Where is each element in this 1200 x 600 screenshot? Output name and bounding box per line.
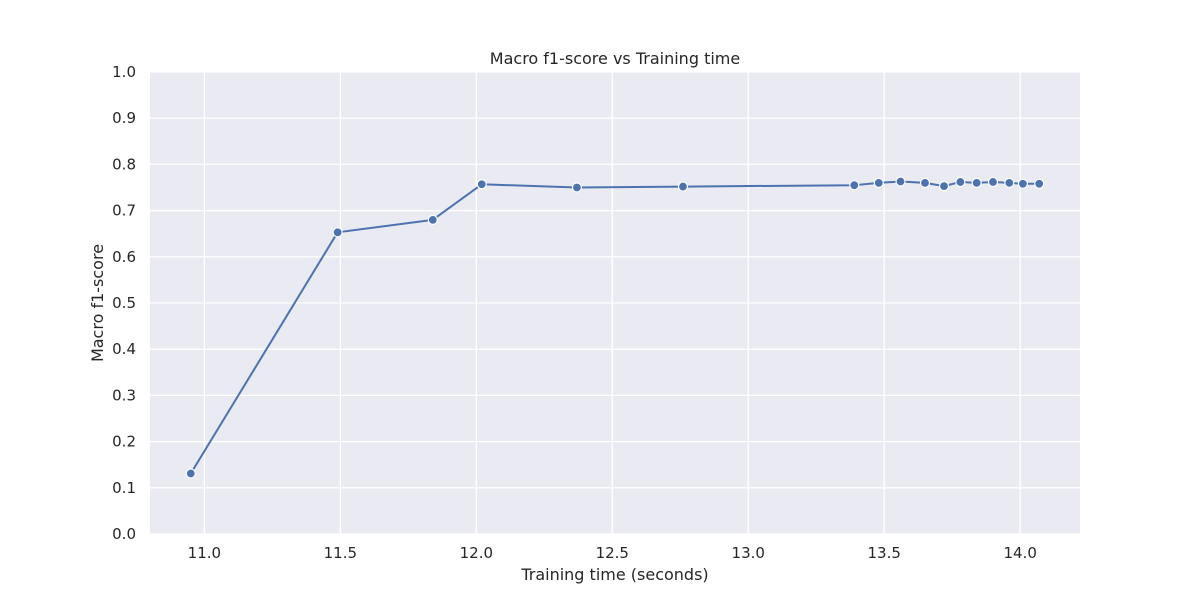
x-tick-label: 13.5 (868, 544, 901, 562)
data-point (427, 214, 438, 225)
y-tick-label: 0.3 (112, 386, 136, 404)
y-axis-label: Macro f1-score (88, 244, 107, 362)
data-point (971, 177, 982, 188)
x-tick-label: 14.0 (1003, 544, 1036, 562)
data-point (1004, 177, 1015, 188)
y-tick-label: 1.0 (112, 63, 136, 81)
y-tick-label: 0.9 (112, 109, 136, 127)
y-tick-label: 0.8 (112, 155, 136, 173)
data-point (476, 179, 487, 190)
y-tick-label: 0.6 (112, 248, 136, 266)
y-tick-label: 0.7 (112, 202, 136, 220)
data-point (185, 468, 196, 479)
y-tick-label: 0.1 (112, 479, 136, 497)
x-tick-label: 13.0 (732, 544, 765, 562)
data-point (919, 177, 931, 188)
y-tick-label: 0.0 (112, 525, 136, 543)
x-axis-label: Training time (seconds) (520, 565, 708, 584)
data-point (938, 181, 950, 192)
y-tick-label: 0.4 (112, 340, 136, 358)
data-point (1017, 178, 1028, 189)
data-point (677, 181, 689, 192)
x-tick-label: 12.5 (596, 544, 629, 562)
y-tick-label: 0.5 (112, 294, 136, 312)
y-tick-label: 0.2 (112, 433, 136, 451)
data-point (873, 177, 884, 188)
grid-lines (150, 71, 1080, 535)
y-axis-ticks: 0.0 0.1 0.2 0.3 0.4 0.5 0.6 0.7 0.8 0.9 1.0 (112, 63, 136, 543)
data-point (332, 227, 343, 238)
data-point (895, 176, 906, 187)
data-points (185, 176, 1045, 479)
data-point (987, 176, 999, 188)
data-point (955, 176, 966, 188)
x-tick-label: 11.0 (188, 544, 221, 562)
x-tick-label: 12.0 (460, 544, 493, 562)
x-axis-ticks: 11.0 11.5 12.0 12.5 13.0 13.5 14.0 (188, 544, 1037, 562)
chart-title: Macro f1-score vs Training time (490, 49, 740, 68)
data-point (571, 182, 583, 193)
x-tick-label: 11.5 (324, 544, 357, 562)
data-point (849, 180, 860, 191)
data-point (1034, 178, 1045, 189)
